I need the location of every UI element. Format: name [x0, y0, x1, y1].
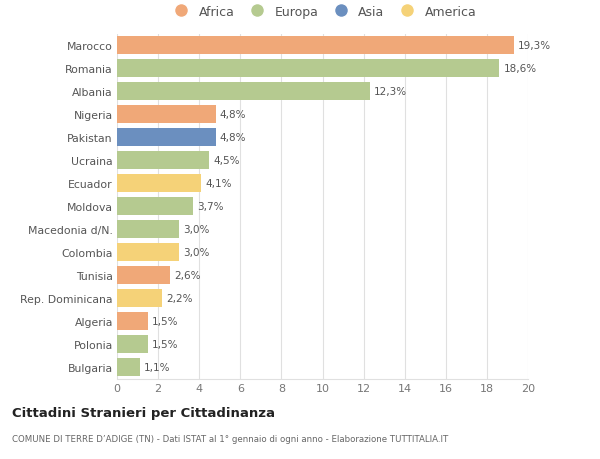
Text: 3,0%: 3,0%	[183, 247, 209, 257]
Bar	[117, 266, 170, 285]
Text: 4,8%: 4,8%	[220, 110, 246, 120]
Bar	[117, 243, 179, 262]
Text: COMUNE DI TERRE D’ADIGE (TN) - Dati ISTAT al 1° gennaio di ogni anno - Elaborazi: COMUNE DI TERRE D’ADIGE (TN) - Dati ISTA…	[12, 434, 448, 443]
Text: 4,1%: 4,1%	[205, 179, 232, 189]
Text: 19,3%: 19,3%	[518, 41, 551, 51]
Legend: Africa, Europa, Asia, America: Africa, Europa, Asia, America	[166, 3, 479, 21]
Bar	[117, 82, 370, 101]
Text: 12,3%: 12,3%	[374, 87, 407, 97]
Text: 1,5%: 1,5%	[152, 316, 178, 326]
Bar	[117, 197, 193, 216]
Bar	[117, 289, 162, 308]
Text: 1,1%: 1,1%	[144, 362, 170, 372]
Text: Cittadini Stranieri per Cittadinanza: Cittadini Stranieri per Cittadinanza	[12, 406, 275, 419]
Bar	[117, 128, 215, 147]
Text: 3,0%: 3,0%	[183, 224, 209, 235]
Text: 18,6%: 18,6%	[503, 64, 536, 74]
Bar	[117, 105, 215, 124]
Text: 4,8%: 4,8%	[220, 133, 246, 143]
Text: 3,7%: 3,7%	[197, 202, 224, 212]
Bar	[117, 174, 201, 193]
Text: 4,5%: 4,5%	[214, 156, 240, 166]
Bar	[117, 59, 499, 78]
Bar	[117, 220, 179, 239]
Bar	[117, 358, 140, 376]
Bar	[117, 312, 148, 330]
Text: 2,6%: 2,6%	[175, 270, 201, 280]
Bar	[117, 151, 209, 170]
Text: 1,5%: 1,5%	[152, 339, 178, 349]
Bar	[117, 36, 514, 55]
Bar	[117, 335, 148, 353]
Text: 2,2%: 2,2%	[166, 293, 193, 303]
